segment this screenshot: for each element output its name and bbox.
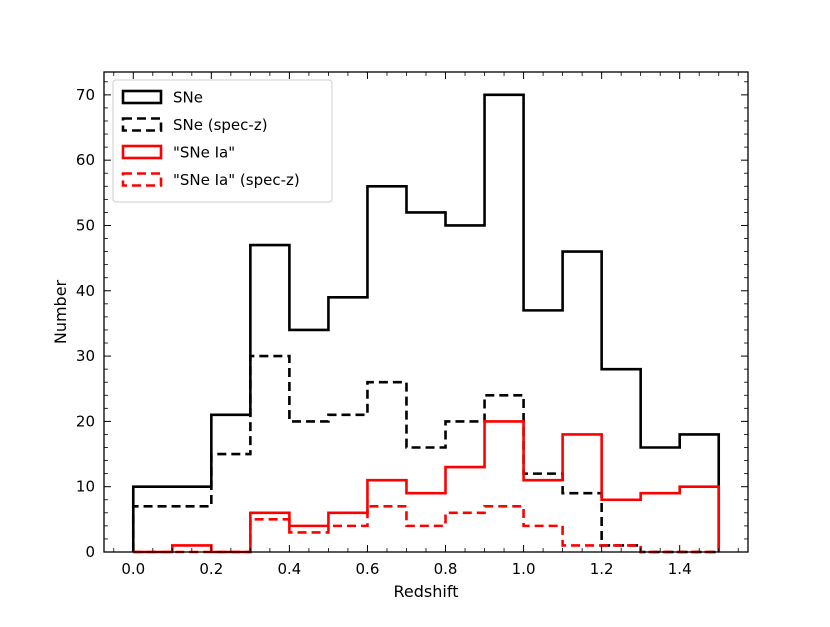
y-tick-label: 30 — [76, 347, 95, 365]
y-tick-label: 0 — [85, 543, 95, 561]
y-tick-label: 60 — [76, 151, 95, 169]
y-tick-label: 20 — [76, 412, 95, 430]
series-1-step — [131, 354, 719, 554]
y-tick-label: 10 — [76, 478, 95, 496]
legend-box — [112, 79, 333, 203]
y-tick-label: 70 — [76, 86, 95, 104]
x-tick-label: 1.2 — [590, 560, 614, 578]
x-tick-label: 0.4 — [277, 560, 301, 578]
y-tick-label: 40 — [76, 282, 95, 300]
x-tick-label: 0.8 — [434, 560, 458, 578]
legend-handle-0 — [121, 89, 163, 105]
legend-handle-2 — [121, 144, 163, 160]
y-tick-label: 50 — [76, 216, 95, 234]
legend-handle-3 — [121, 172, 163, 187]
x-axis-label: Redshift — [394, 582, 459, 601]
x-tick-label: 1.0 — [512, 560, 536, 578]
x-tick-label: 0.0 — [121, 560, 145, 578]
y-axis-label: Number — [51, 279, 70, 344]
x-tick-label: 0.6 — [356, 560, 380, 578]
legend-label-2: "SNe Ia" — [173, 144, 235, 162]
series-3-step — [133, 504, 719, 554]
plot-frame — [103, 71, 749, 553]
x-tick-label: 1.4 — [668, 560, 692, 578]
x-tick-label: 0.2 — [199, 560, 223, 578]
legend-label-1: SNe (spec-z) — [173, 116, 268, 134]
legend-label-3: "SNe Ia" (spec-z) — [173, 171, 300, 189]
legend-handle-1 — [121, 117, 163, 132]
legend-label-0: SNe — [173, 89, 203, 107]
